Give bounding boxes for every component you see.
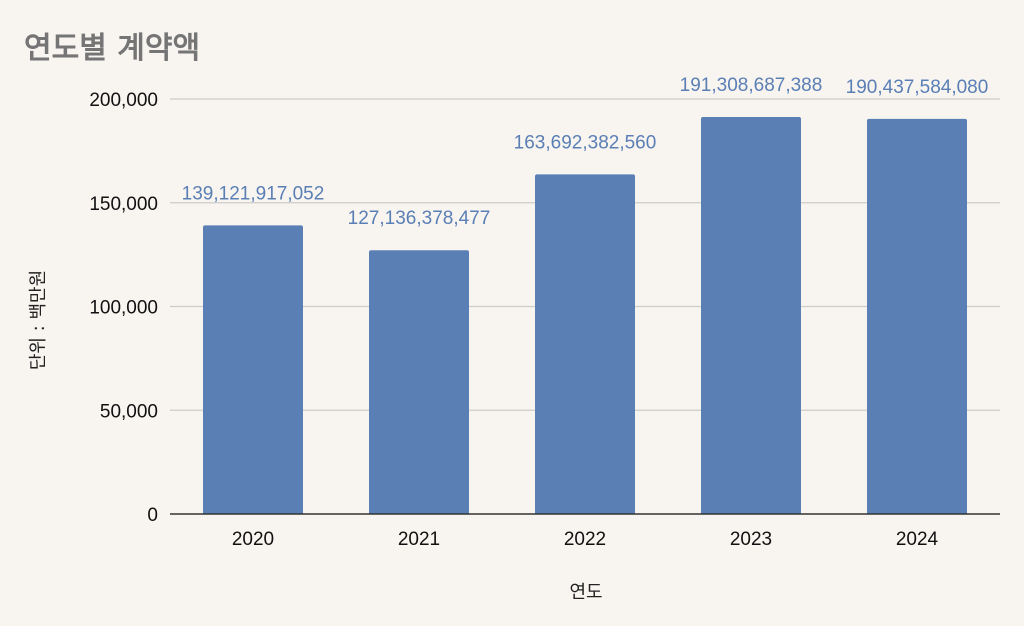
data-label-2021: 127,136,378,477 — [348, 208, 491, 229]
x-tick-label: 2021 — [398, 529, 440, 550]
bar-2020 — [203, 225, 303, 514]
data-label-2020: 139,121,917,052 — [182, 183, 325, 204]
x-tick-label: 2024 — [896, 529, 939, 550]
data-label-2022: 163,692,382,560 — [514, 132, 657, 153]
data-labels: 139,121,917,052 127,136,378,477 163,692,38… — [182, 75, 989, 229]
x-axis-ticks: 2020 2021 2022 2023 2024 — [232, 529, 939, 550]
y-tick-label: 50,000 — [100, 401, 158, 422]
y-tick-label: 150,000 — [89, 194, 158, 215]
bar-2022 — [535, 174, 635, 514]
x-axis-title: 연도 — [569, 582, 602, 603]
y-axis-ticks: 0 50,000 100,000 150,000 200,000 — [89, 90, 158, 526]
x-tick-label: 2022 — [564, 529, 606, 550]
data-label-2023: 191,308,687,388 — [680, 75, 823, 96]
bar-2021 — [369, 250, 469, 514]
bars — [203, 117, 967, 514]
data-label-2024: 190,437,584,080 — [846, 77, 989, 98]
y-axis-title: 단위 : 백만원 — [28, 270, 49, 370]
bar-2024 — [867, 118, 967, 514]
x-tick-label: 2023 — [730, 529, 772, 550]
x-tick-label: 2020 — [232, 529, 274, 550]
chart-title: 연도별 계약액 — [24, 31, 200, 66]
y-tick-label: 200,000 — [89, 90, 158, 111]
y-tick-label: 100,000 — [89, 298, 158, 319]
y-tick-label: 0 — [147, 505, 158, 526]
bar-2023 — [701, 117, 801, 514]
